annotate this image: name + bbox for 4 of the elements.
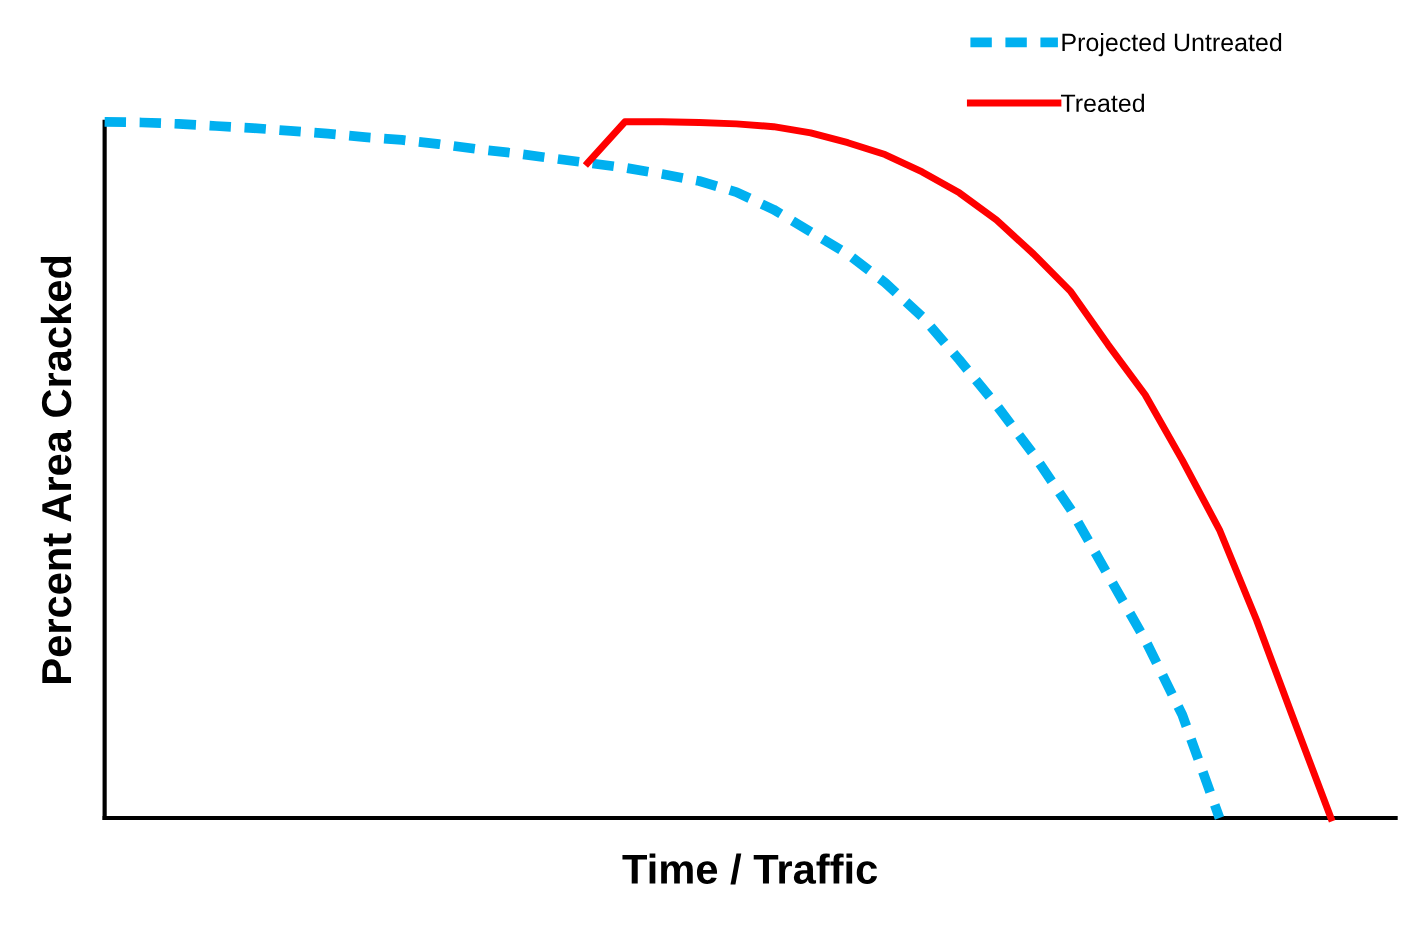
legend-label: Treated xyxy=(1060,93,1145,113)
legend-label: Projected Untreated xyxy=(1062,32,1282,57)
x-axis-title: Time / Traffic xyxy=(622,853,878,885)
y-axis-title: Percent Area Cracked xyxy=(40,256,72,683)
